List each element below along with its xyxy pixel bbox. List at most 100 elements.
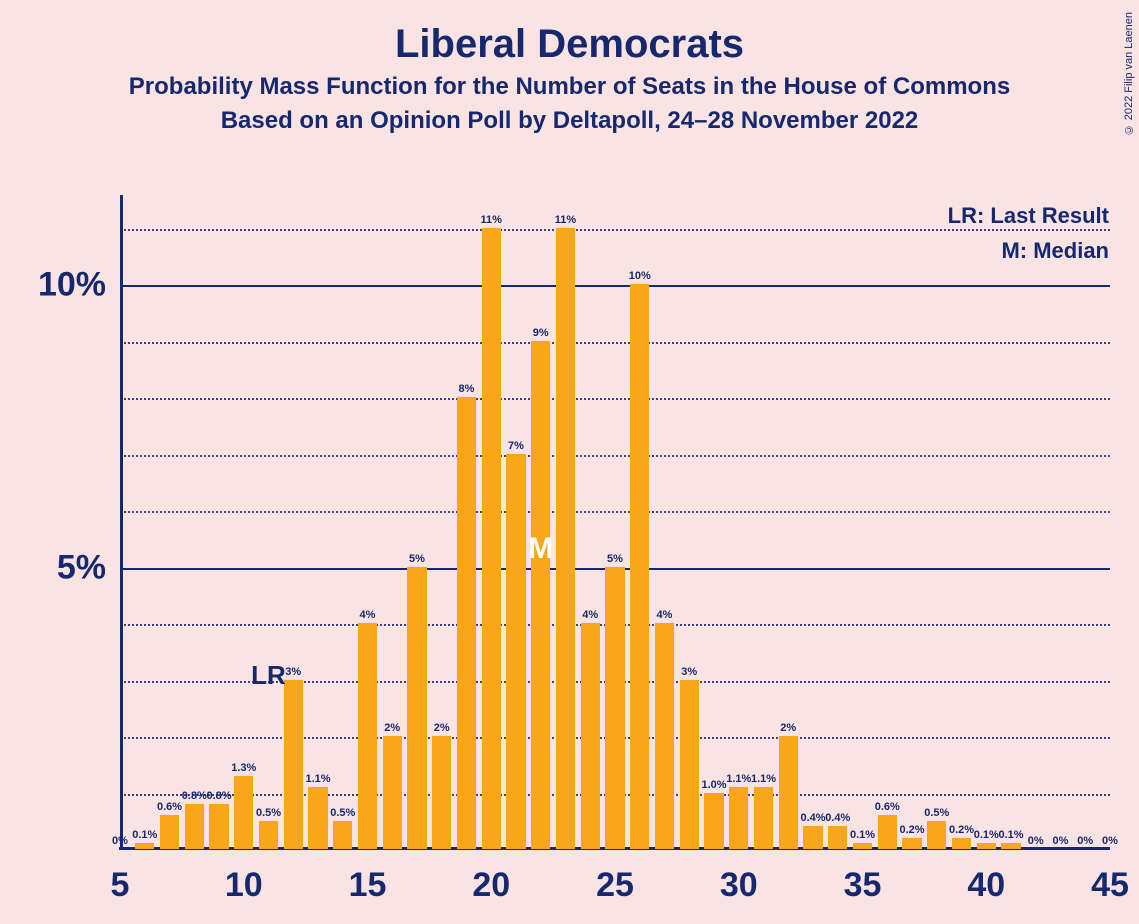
x-tick-label: 20	[472, 850, 510, 905]
bar: 0.2%	[952, 838, 971, 849]
bar-value-label: 0.1%	[850, 829, 875, 843]
bar: 0.1%	[135, 843, 154, 849]
bar-value-label: 0.6%	[157, 801, 182, 815]
bar-value-label: 8%	[459, 383, 475, 397]
title-subtitle-2: Based on an Opinion Poll by Deltapoll, 2…	[0, 107, 1139, 135]
bar: 1.1%	[308, 787, 327, 849]
bar-value-label: 2%	[780, 722, 796, 736]
bar: 1.0%	[704, 793, 723, 849]
bar-value-label: 11%	[481, 214, 502, 228]
grid-minor	[120, 455, 1110, 457]
bar: 5%	[407, 567, 426, 849]
copyright-text: © 2022 Filip van Laenen	[1123, 12, 1135, 135]
bar-value-label: 0%	[1077, 835, 1093, 849]
bar-value-label: 2%	[434, 722, 450, 736]
x-tick-label: 40	[967, 850, 1005, 905]
bar-value-label: 9%	[533, 327, 549, 341]
bar: 0.6%	[160, 815, 179, 849]
y-axis-line	[120, 195, 123, 850]
bar: 0.5%	[927, 821, 946, 849]
bar-value-label: 4%	[582, 609, 598, 623]
bar: 0.8%	[185, 804, 204, 849]
bar: 0.1%	[1001, 843, 1020, 849]
x-tick-label: 35	[844, 850, 882, 905]
bar-value-label: 1.0%	[701, 779, 726, 793]
y-tick-label: 5%	[57, 548, 120, 587]
bar-value-label: 0.2%	[949, 824, 974, 838]
bar-value-label: 10%	[629, 270, 651, 284]
bar-value-label: 1.3%	[231, 762, 256, 776]
x-tick-label: 30	[720, 850, 758, 905]
bar-value-label: 0.4%	[800, 812, 825, 826]
grid-major	[120, 285, 1110, 287]
bar-value-label: 0.8%	[182, 790, 207, 804]
bar-value-label: 4%	[657, 609, 673, 623]
grid-minor	[120, 398, 1110, 400]
title-main: Liberal Democrats	[0, 22, 1139, 67]
bar: 0.4%	[803, 826, 822, 849]
bar: 0.6%	[878, 815, 897, 849]
bar: 5%	[605, 567, 624, 849]
bar: 0.2%	[902, 838, 921, 849]
title-subtitle-1: Probability Mass Function for the Number…	[0, 73, 1139, 101]
x-tick-label: 45	[1091, 850, 1129, 905]
bar-value-label: 2%	[384, 722, 400, 736]
bar: 1.1%	[754, 787, 773, 849]
bar: 4%	[655, 623, 674, 849]
bar-value-label: 0.8%	[206, 790, 231, 804]
bar: 0.8%	[209, 804, 228, 849]
bar-value-label: 0.5%	[330, 807, 355, 821]
bar-value-label: 0.1%	[974, 829, 999, 843]
bar: 11%	[556, 228, 575, 849]
bar-value-label: 0%	[1028, 835, 1044, 849]
last-result-marker: LR	[251, 660, 286, 691]
bar: 4%	[581, 623, 600, 849]
x-tick-label: 15	[349, 850, 387, 905]
chart-titles: Liberal Democrats Probability Mass Funct…	[0, 0, 1139, 135]
grid-minor	[120, 511, 1110, 513]
bar: 2%	[432, 736, 451, 849]
bar-value-label: 4%	[360, 609, 376, 623]
bar: 1.1%	[729, 787, 748, 849]
x-tick-label: 5	[111, 850, 130, 905]
bar-value-label: 0%	[1102, 835, 1118, 849]
bar-value-label: 3%	[285, 666, 301, 680]
bar-value-label: 1.1%	[726, 773, 751, 787]
bar: 0.5%	[259, 821, 278, 849]
bar-value-label: 1.1%	[751, 773, 776, 787]
bar-value-label: 0%	[1053, 835, 1069, 849]
bar: 7%	[506, 454, 525, 849]
bar: 2%	[383, 736, 402, 849]
bar: 9%	[531, 341, 550, 849]
bar: 2%	[779, 736, 798, 849]
bar: 10%	[630, 284, 649, 849]
bar: 11%	[482, 228, 501, 849]
bar-value-label: 1.1%	[305, 773, 330, 787]
bar-value-label: 11%	[555, 214, 576, 228]
grid-minor	[120, 229, 1110, 231]
bar-value-label: 0.1%	[132, 829, 157, 843]
bar-value-label: 0.5%	[924, 807, 949, 821]
median-marker: M	[528, 532, 553, 566]
chart-plot-area: 5%10%510152025303540450%0.1%0.6%0.8%0.8%…	[120, 195, 1110, 850]
x-tick-label: 10	[225, 850, 263, 905]
grid-minor	[120, 342, 1110, 344]
bar: 1.3%	[234, 776, 253, 849]
bar-value-label: 0%	[112, 835, 128, 849]
bar-value-label: 5%	[607, 553, 623, 567]
bar: 3%	[284, 680, 303, 849]
bar-value-label: 0.2%	[899, 824, 924, 838]
bar-value-label: 3%	[681, 666, 697, 680]
bar-value-label: 0.1%	[998, 829, 1023, 843]
bar-value-label: 0.4%	[825, 812, 850, 826]
bar-value-label: 0.6%	[875, 801, 900, 815]
bar: 0.1%	[977, 843, 996, 849]
bar: 3%	[680, 680, 699, 849]
bar: 0.1%	[853, 843, 872, 849]
bar: 4%	[358, 623, 377, 849]
bar-value-label: 0.5%	[256, 807, 281, 821]
y-tick-label: 10%	[38, 266, 120, 305]
bar: 0.5%	[333, 821, 352, 849]
bar: 8%	[457, 397, 476, 849]
bar-value-label: 5%	[409, 553, 425, 567]
